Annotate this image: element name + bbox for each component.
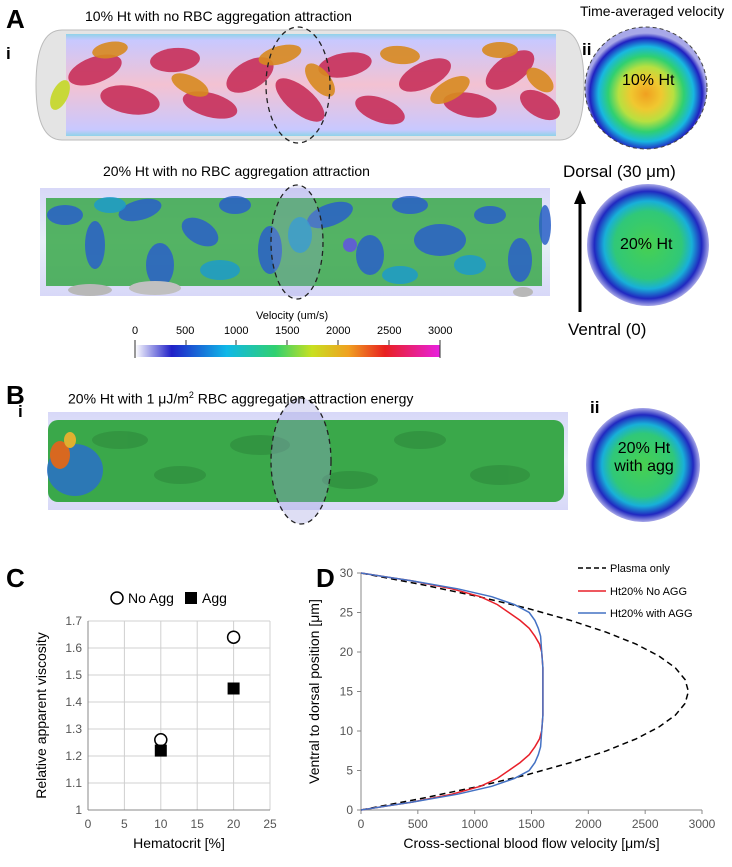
plasma-only-line — [360, 572, 690, 811]
ht20-with-agg-line — [360, 572, 544, 811]
x-tick-label: 5 — [121, 817, 128, 831]
tube-10ht-render — [35, 26, 585, 144]
colorbar-tick: 500 — [176, 325, 195, 337]
colorbar-tick: 3000 — [428, 325, 453, 337]
y-tick-label: 1.3 — [65, 722, 82, 736]
colorbar-tick: 0 — [132, 325, 139, 337]
panel-letter-d: D — [316, 563, 335, 593]
panel-b-caption: 20% Ht with 1 μJ/m2 RBC aggregation attr… — [68, 390, 413, 407]
panel-b-caption-pre: 20% Ht with 1 μJ/m — [68, 390, 189, 407]
legend-agg-label: Agg — [202, 590, 227, 606]
legend-ht20-with-agg-label: Ht20% with AGG — [610, 608, 693, 620]
colorbar-tick: 1000 — [224, 325, 249, 337]
panel-letter-b: B — [6, 380, 25, 410]
velocity-disk-10ht — [584, 26, 708, 150]
tube-20ht-render — [40, 184, 551, 300]
legend-no-agg-marker — [110, 591, 124, 605]
legend-agg-marker — [185, 592, 197, 604]
panel-a-caption-20ht: 20% Ht with no RBC aggregation attractio… — [103, 163, 370, 179]
y-tick-label: 1 — [75, 803, 82, 817]
x-tick-label: 10 — [154, 817, 168, 831]
y-tick-label: 15 — [340, 685, 354, 699]
panel-a-sub-i: i — [6, 44, 11, 63]
agg-point — [227, 682, 240, 695]
y-tick-label: 1.4 — [65, 695, 82, 709]
panel-c-axes: 1 1.1 1.2 1.3 1.4 1.5 1.6 1.7 0 5 10 15 20 25 Hematocr… — [33, 590, 277, 851]
y-axis-label: Relative apparent viscosity — [33, 632, 49, 799]
colorbar-title: Velocity (um/s) — [256, 310, 329, 322]
x-tick-label: 0 — [85, 817, 92, 831]
velocity-colorbar — [134, 340, 441, 358]
disk-agg-label-line2: with agg — [614, 458, 674, 475]
x-tick-label: 2000 — [575, 817, 602, 831]
panel-b-sub-ii: ii — [590, 398, 600, 417]
legend-plasma-only-label: Plasma only — [610, 563, 670, 575]
colorbar-tick: 1500 — [275, 325, 300, 337]
y-tick-label: 30 — [340, 566, 354, 580]
disk-10ht-label: 10% Ht — [622, 72, 675, 89]
x-tick-label: 2500 — [632, 817, 659, 831]
y-tick-label: 25 — [340, 606, 354, 620]
legend-no-agg-label: No Agg — [128, 590, 174, 606]
disk-20ht-label: 20% Ht — [620, 236, 673, 253]
ht20-no-agg-line — [360, 572, 544, 811]
colorbar-tick: 2500 — [377, 325, 402, 337]
velocity-disk-20ht-agg — [586, 408, 700, 522]
y-tick-label: 10 — [340, 724, 354, 738]
disk-agg-label: 20% Ht with agg — [614, 440, 674, 476]
y-axis-label: Ventral to dorsal position [μm] — [306, 599, 322, 784]
x-tick-label: 25 — [263, 817, 277, 831]
panel-b-caption-post: RBC aggregation attraction energy — [193, 390, 414, 407]
tube-20ht-agg-render — [47, 397, 568, 525]
x-tick-label: 3000 — [689, 817, 716, 831]
no-agg-point — [226, 630, 241, 644]
panel-letter-c: C — [6, 563, 25, 593]
time-averaged-velocity-title: Time-averaged velocity — [580, 3, 725, 19]
panel-a-caption-10ht: 10% Ht with no RBC aggregation attractio… — [85, 8, 352, 24]
velocity-disk-20ht — [587, 184, 709, 306]
x-axis-label: Cross-sectional blood flow velocity [μm/… — [403, 835, 659, 851]
y-tick-label: 20 — [340, 645, 354, 659]
panel-letter-a: A — [6, 4, 25, 34]
x-tick-label: 500 — [408, 817, 428, 831]
y-tick-label: 0 — [346, 803, 353, 817]
x-tick-label: 15 — [191, 817, 205, 831]
x-tick-label: 20 — [227, 817, 241, 831]
x-tick-label: 1500 — [518, 817, 545, 831]
y-tick-label: 5 — [346, 764, 353, 778]
x-axis-label: Hematocrit [%] — [133, 835, 225, 851]
x-tick-label: 0 — [358, 817, 365, 831]
y-tick-label: 1.1 — [65, 776, 82, 790]
y-tick-label: 1.5 — [65, 668, 82, 682]
ventral-label: Ventral (0) — [568, 320, 647, 339]
disk-agg-label-line1: 20% Ht — [617, 440, 671, 457]
colorbar-tick: 2000 — [326, 325, 351, 337]
x-tick-label: 1000 — [461, 817, 488, 831]
dorsal-label: Dorsal (30 μm) — [563, 162, 676, 181]
panel-d-axes: 0 5 10 15 20 25 30 0 500 1000 1500 2000 2500 3000 Cros… — [306, 563, 716, 851]
legend-ht20-no-agg-label: Ht20% No AGG — [610, 586, 687, 598]
colorbar-ticks: 0 500 1000 1500 2000 2500 3000 — [127, 325, 457, 339]
no-agg-point — [154, 733, 168, 747]
agg-point — [154, 744, 167, 757]
y-tick-label: 1.2 — [65, 749, 82, 763]
dorsal-ventral-arrow — [574, 190, 586, 312]
panel-b-caption-sup: 2 — [188, 390, 194, 400]
y-tick-label: 1.6 — [65, 641, 82, 655]
y-tick-label: 1.7 — [65, 614, 82, 628]
panel-b-sub-i: i — [18, 402, 23, 421]
panel-a-sub-ii: ii — [582, 40, 592, 59]
